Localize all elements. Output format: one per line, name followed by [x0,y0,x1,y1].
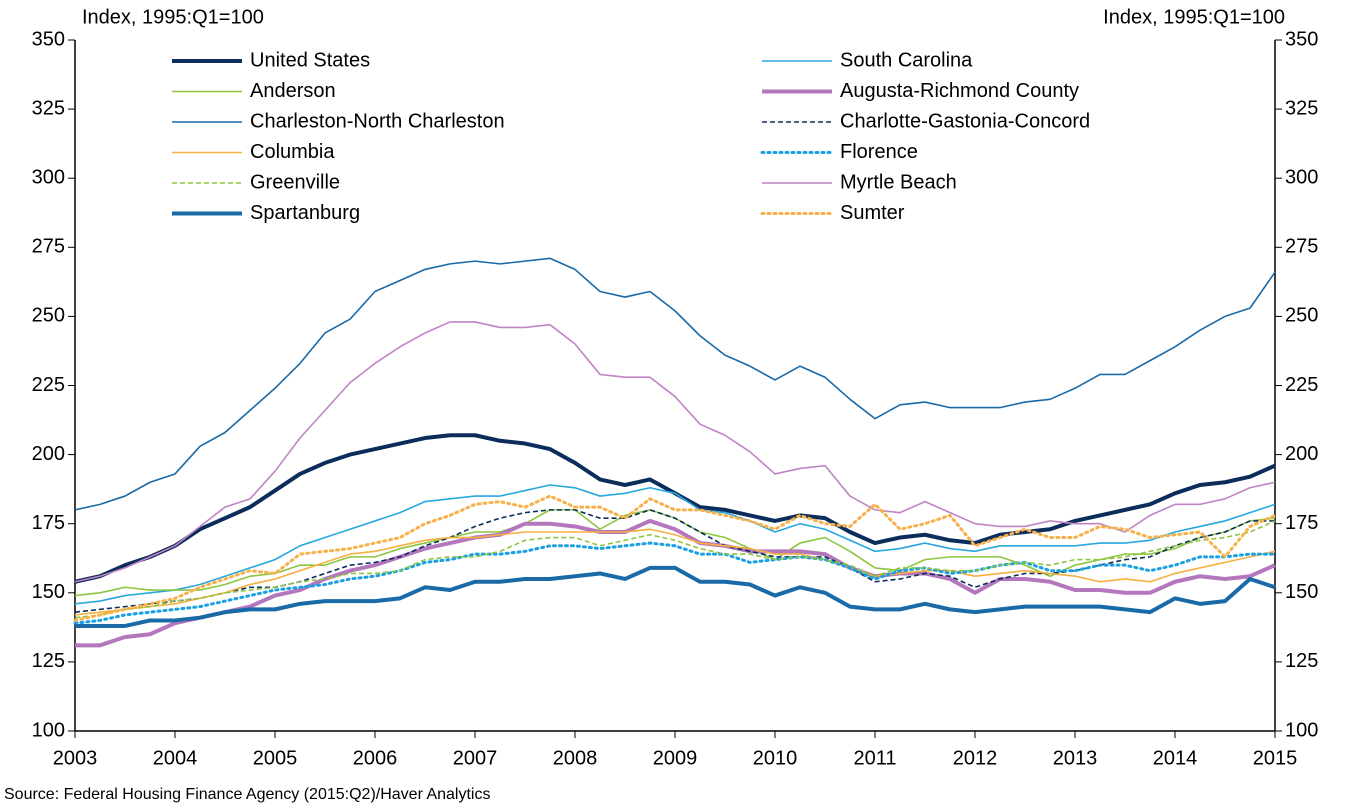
x-tick-label: 2003 [53,747,98,769]
series-line [75,518,1276,648]
y2-tick-label: 250 [1285,305,1318,327]
legend-label: Augusta-Richmond County [840,80,1079,102]
y-tick-label: 325 [32,97,65,119]
legend-label: Charleston-North Charleston [250,110,505,132]
legend-label: Anderson [250,80,336,102]
y2-tick-label: 225 [1285,374,1318,396]
x-tick-label: 2015 [1253,747,1298,769]
y-tick-label: 300 [32,166,65,188]
series-line [73,541,1277,625]
legend-label: Florence [840,141,918,163]
y2-tick-label: 125 [1285,650,1318,672]
legend-label: Spartanburg [250,202,360,224]
x-tick-label: 2009 [653,747,698,769]
y2-tick-label: 300 [1285,166,1318,188]
x-tick-label: 2012 [953,747,998,769]
x-tick-label: 2011 [853,747,896,769]
legend-label: Columbia [250,141,335,163]
y-tick-label: 175 [32,512,65,534]
series-line [75,565,1276,628]
series-line [74,321,1276,583]
y-tick-label: 350 [32,28,65,50]
y2-tick-label: 275 [1285,236,1318,258]
y-tick-label: 200 [32,443,65,465]
y2-tick-label: 100 [1285,719,1318,741]
y-tick-label: 125 [32,650,65,672]
series-line [74,520,1276,619]
y-tick-label: 250 [32,305,65,327]
series-line [74,528,1276,616]
x-tick-label: 2004 [153,747,198,769]
series-line [73,494,1277,622]
legend-label: Sumter [840,202,905,224]
y-axis-label: Index, 1995:Q1=100 [82,6,264,28]
y-tick-label: 275 [32,236,65,258]
y2-tick-label: 150 [1285,581,1318,603]
y-tick-label: 100 [32,719,65,741]
x-tick-label: 2007 [453,747,498,769]
legend-label: Greenville [250,171,340,193]
legend-label: Myrtle Beach [840,171,957,193]
y2-tick-label: 325 [1285,97,1318,119]
x-tick-label: 2008 [553,747,598,769]
legend-label: South Carolina [840,49,973,71]
y2-tick-label: 200 [1285,443,1318,465]
series-line [74,257,1276,511]
x-tick-label: 2013 [1053,747,1098,769]
x-tick-label: 2006 [353,747,398,769]
y2-tick-label: 175 [1285,512,1318,534]
x-tick-label: 2005 [253,747,298,769]
y2-axis-label: Index, 1995:Q1=100 [1103,6,1285,28]
legend-label: United States [250,49,370,71]
x-tick-label: 2010 [753,747,798,769]
source: Source: Federal Housing Finance Agency (… [4,786,490,803]
y-tick-label: 225 [32,374,65,396]
y-tick-label: 150 [32,581,65,603]
series-line [74,484,1276,605]
legend-label: Charlotte-Gastonia-Concord [840,110,1090,132]
y2-tick-label: 350 [1285,28,1318,50]
x-tick-label: 2014 [1153,747,1198,769]
